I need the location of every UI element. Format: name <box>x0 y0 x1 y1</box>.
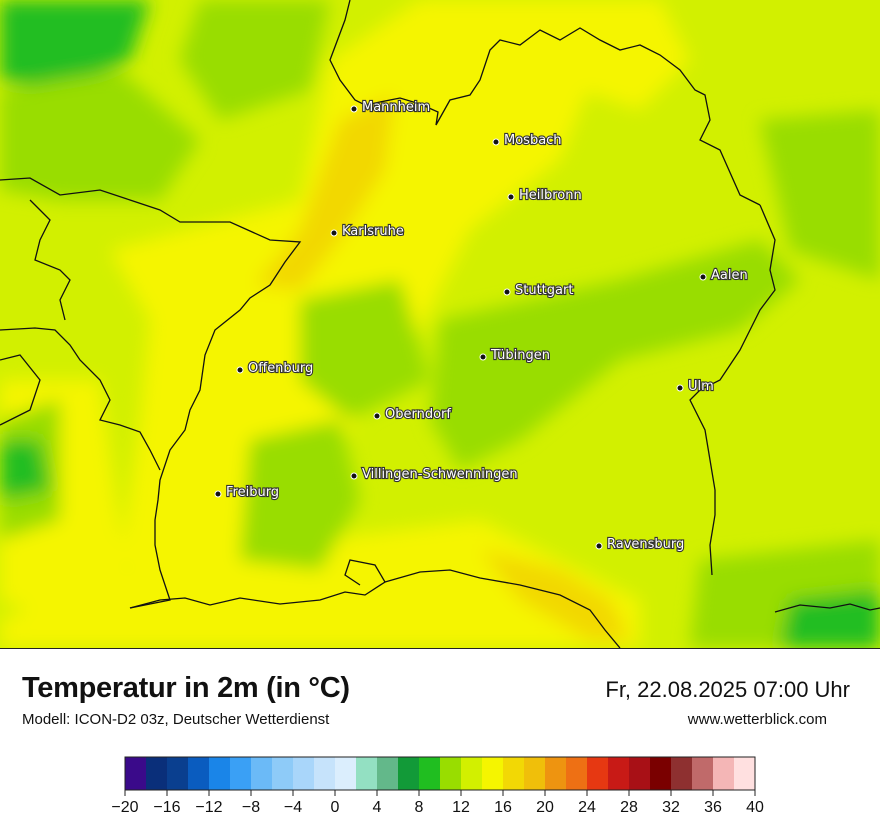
legend-swatch <box>503 757 525 790</box>
city-markers: Mannheim Mosbach Heilbronn Karlsruhe Aalen St… <box>214 99 749 553</box>
city-dot <box>595 542 603 550</box>
legend-tick-label: 36 <box>704 799 722 816</box>
legend-swatch <box>188 757 210 790</box>
city-oberndorf: Oberndorf <box>373 406 452 423</box>
color-legend: −20 −16 −12 −8 −4 0 4 8 12 16 20 24 28 32 36 40 <box>111 756 764 816</box>
temperature-map: Mannheim Mosbach Heilbronn Karlsruhe Aalen St… <box>0 0 880 649</box>
city-dot <box>236 366 244 374</box>
legend-swatch <box>713 757 735 790</box>
legend-swatch <box>629 757 651 790</box>
city-label: Mosbach <box>504 133 562 148</box>
city-mosbach: Mosbach <box>492 132 563 149</box>
city-label: Villingen-Schwenningen <box>362 467 518 482</box>
city-ulm: Ulm <box>676 378 715 395</box>
legend-tick-label: −8 <box>242 799 260 816</box>
city-label: Ulm <box>688 379 714 394</box>
city-label: Oberndorf <box>385 407 451 422</box>
legend-tick-label: 8 <box>415 799 424 816</box>
city-freiburg: Freiburg <box>214 484 280 501</box>
city-dot <box>350 105 358 113</box>
legend-swatch <box>566 757 588 790</box>
city-ravensburg: Ravensburg <box>595 536 685 553</box>
legend-tick-label: 12 <box>452 799 470 816</box>
city-mannheim: Mannheim <box>350 99 431 116</box>
legend-tick-label: 4 <box>373 799 382 816</box>
legend-tick-label: 24 <box>578 799 596 816</box>
legend-tick-label: 0 <box>331 799 340 816</box>
map-title: Temperatur in 2m (in °C) <box>22 672 350 704</box>
legend-swatch <box>671 757 693 790</box>
legend-swatch <box>419 757 441 790</box>
city-dot <box>507 193 515 201</box>
city-dot <box>350 472 358 480</box>
city-label: Karlsruhe <box>342 224 404 239</box>
city-label: Ravensburg <box>607 537 684 552</box>
city-label: Mannheim <box>362 100 430 115</box>
legend-tick-label: 28 <box>620 799 638 816</box>
city-label: Stuttgart <box>515 283 573 298</box>
legend-tick-label: 32 <box>662 799 680 816</box>
city-dot <box>214 490 222 498</box>
legend-swatch <box>125 757 147 790</box>
legend-swatch <box>650 757 672 790</box>
city-dot <box>479 353 487 361</box>
legend-swatch <box>335 757 357 790</box>
model-source: Modell: ICON-D2 03z, Deutscher Wetterdie… <box>22 711 330 728</box>
legend-swatch <box>230 757 252 790</box>
city-dot <box>373 412 381 420</box>
legend-tick-label: 20 <box>536 799 554 816</box>
legend-swatch <box>608 757 630 790</box>
legend-tick-label: −20 <box>111 799 138 816</box>
legend-swatch <box>398 757 420 790</box>
legend-swatch <box>587 757 609 790</box>
city-label: Tübingen <box>490 348 550 363</box>
legend-tick-label: −4 <box>284 799 302 816</box>
legend-swatch <box>167 757 189 790</box>
city-t-bingen: Tübingen <box>479 347 551 364</box>
legend-swatch <box>440 757 462 790</box>
city-label: Freiburg <box>226 485 279 500</box>
legend-tick-label: 40 <box>746 799 764 816</box>
legend-tick-label: 16 <box>494 799 512 816</box>
legend-swatch <box>314 757 336 790</box>
legend-tick-label: −16 <box>153 799 180 816</box>
city-dot <box>492 138 500 146</box>
website-link: www.wetterblick.com <box>687 711 827 728</box>
legend-frame <box>124 756 756 791</box>
city-dot <box>676 384 684 392</box>
city-villingen-schwenningen: Villingen-Schwenningen <box>350 466 519 483</box>
city-label: Offenburg <box>248 361 313 376</box>
forecast-datetime: Fr, 22.08.2025 07:00 Uhr <box>605 677 850 702</box>
legend-swatch <box>377 757 399 790</box>
legend-swatch <box>524 757 546 790</box>
city-karlsruhe: Karlsruhe <box>330 223 405 240</box>
legend-swatch <box>251 757 273 790</box>
city-offenburg: Offenburg <box>236 360 314 377</box>
city-dot <box>503 288 511 296</box>
legend-swatch <box>692 757 714 790</box>
legend-swatch <box>293 757 315 790</box>
legend-swatch <box>461 757 483 790</box>
city-label: Heilbronn <box>519 188 582 203</box>
legend-swatch <box>482 757 504 790</box>
city-dot <box>330 229 338 237</box>
city-dot <box>699 273 707 281</box>
city-heilbronn: Heilbronn <box>507 187 583 204</box>
city-stuttgart: Stuttgart <box>503 282 575 299</box>
legend-swatch <box>545 757 567 790</box>
legend-swatch <box>209 757 231 790</box>
legend-swatch <box>146 757 168 790</box>
legend-tick-label: −12 <box>195 799 222 816</box>
border-lines <box>0 0 880 648</box>
legend-swatch <box>356 757 378 790</box>
legend-swatch <box>734 757 756 790</box>
temperature-field <box>0 0 880 648</box>
city-aalen: Aalen <box>699 267 749 284</box>
city-label: Aalen <box>711 268 748 283</box>
legend-swatch <box>272 757 294 790</box>
